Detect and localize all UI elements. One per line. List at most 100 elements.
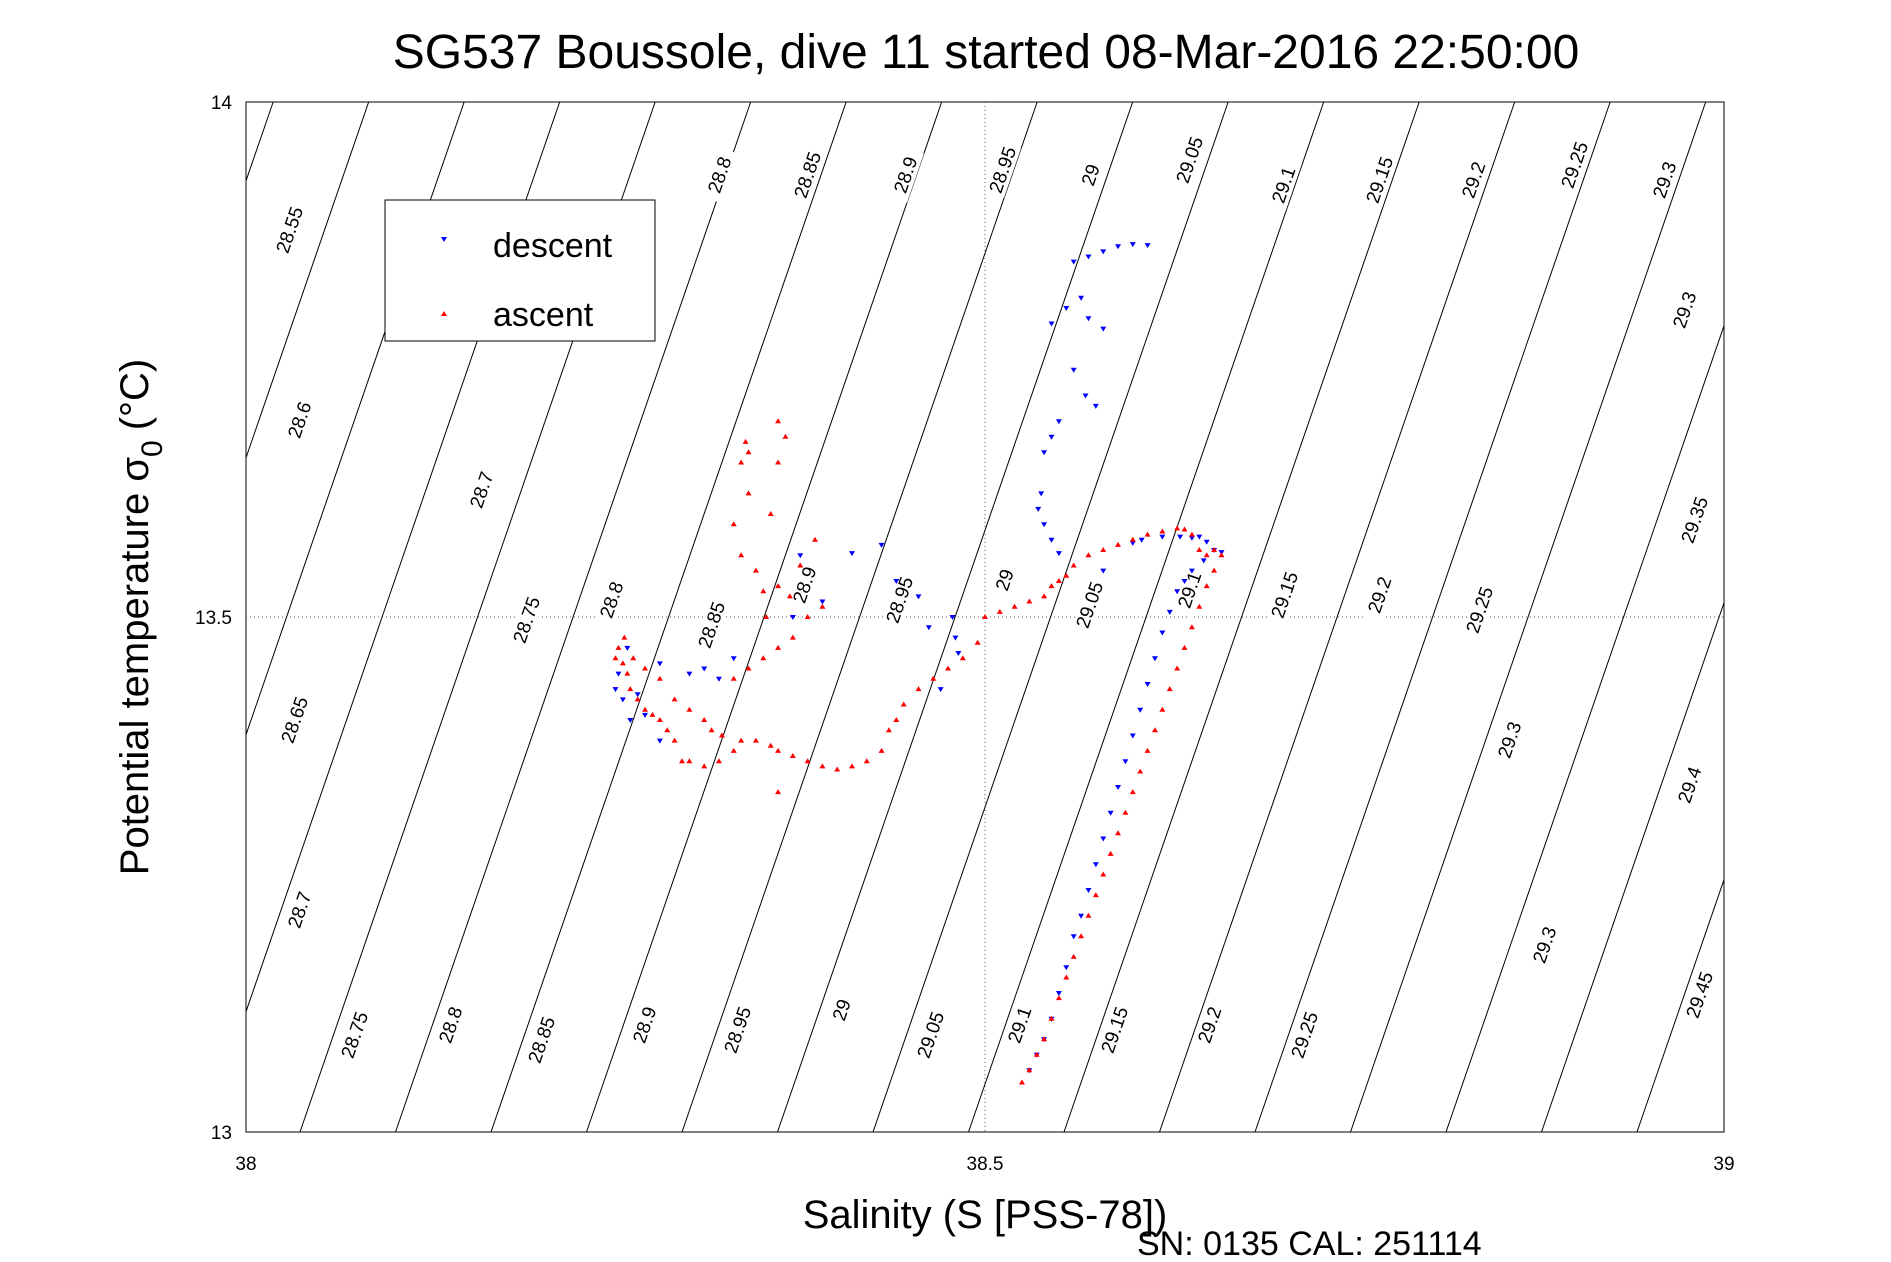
descent-point — [1100, 836, 1107, 842]
legend-descent-label: descent — [493, 227, 613, 265]
descent-point — [1115, 244, 1122, 250]
descent-point — [1078, 295, 1085, 301]
ascent-point — [915, 686, 922, 692]
ascent-point — [1033, 1051, 1040, 1057]
descent-point — [1177, 534, 1184, 540]
ascent-point — [1196, 547, 1203, 553]
descent-point — [1138, 537, 1145, 543]
descent-point — [1041, 522, 1048, 528]
ascent-point — [775, 583, 782, 589]
isopycnal-label-background — [1677, 492, 1713, 548]
descent-point — [1070, 934, 1077, 940]
isopycnal-label-background — [1362, 152, 1398, 208]
descent-point — [642, 712, 649, 718]
descent-point — [1203, 539, 1210, 545]
ascent-point — [804, 614, 811, 619]
isopycnal-label-background — [1557, 137, 1593, 193]
ascent-point — [760, 588, 767, 594]
descent-point — [715, 676, 722, 682]
ascent-point — [738, 552, 745, 558]
descent-point — [615, 671, 622, 677]
ascent-point — [1196, 603, 1203, 609]
ascent-point — [1107, 850, 1114, 856]
ascent-point — [1174, 665, 1181, 671]
ascent-point — [789, 634, 796, 640]
ascent-point — [1018, 1079, 1025, 1085]
isopycnal-label-background — [524, 1012, 560, 1068]
ascent-point — [1092, 892, 1099, 898]
y-axis-ticks: 13 13.5 14 — [195, 93, 232, 1144]
descent-point — [1085, 887, 1092, 893]
ascent-point — [775, 644, 782, 650]
isopycnal-label-background — [509, 592, 545, 648]
ascent-point — [775, 459, 782, 465]
ascent-point — [819, 763, 826, 769]
ascent-point — [752, 567, 759, 573]
isopycnal-line — [968, 101, 1325, 1133]
descent-series — [612, 242, 1225, 1074]
descent-point — [1055, 990, 1062, 996]
isopycnal-label-background — [1682, 967, 1718, 1023]
isopycnal-label-background — [337, 1007, 373, 1063]
x-axis-label: Salinity (S [PSS-78]) — [803, 1193, 1168, 1237]
ascent-point — [885, 727, 892, 733]
isopycnal-label-background — [627, 997, 663, 1053]
legend-ascent-label: ascent — [493, 296, 594, 334]
descent-point — [634, 692, 641, 698]
ascent-point — [745, 449, 752, 455]
ascent-point — [686, 758, 693, 764]
descent-point — [1144, 243, 1151, 249]
isopycnal-line — [872, 101, 1229, 1133]
ascent-point — [1070, 562, 1077, 568]
ascent-point — [742, 438, 749, 444]
serial-calibration-footer: SN: 0135 CAL: 251114 — [1137, 1225, 1482, 1262]
ascent-point — [775, 747, 782, 753]
ascent-point — [1159, 528, 1166, 534]
ascent-point — [701, 717, 708, 722]
isopycnal-label-background — [790, 147, 826, 203]
legend-box — [384, 199, 656, 342]
ascent-point — [612, 655, 619, 661]
ascent-point — [1188, 624, 1195, 630]
ascent-point — [996, 608, 1003, 614]
ascent-point — [679, 758, 686, 764]
descent-point — [789, 615, 796, 620]
legend-ascent-marker — [441, 311, 447, 316]
isopycnal-label-background — [282, 392, 318, 448]
descent-point — [701, 666, 708, 672]
ascent-point — [1159, 706, 1166, 712]
descent-point — [925, 625, 932, 631]
isopycnal-label-background — [1072, 577, 1108, 633]
descent-point — [1181, 578, 1188, 584]
ascent-point — [718, 732, 725, 738]
chart-title: SG537 Boussole, dive 11 started 08-Mar-2… — [393, 26, 1580, 79]
ascent-point — [656, 675, 663, 681]
ascent-point — [878, 747, 885, 753]
ascent-point — [1115, 830, 1122, 836]
ascent-point — [738, 737, 745, 743]
descent-point — [1188, 568, 1195, 574]
descent-point — [949, 615, 956, 620]
ascent-point — [775, 789, 782, 795]
descent-point — [1063, 965, 1070, 971]
ascent-point — [619, 660, 626, 666]
ascent-point — [1100, 547, 1107, 553]
isopycnal-label-background — [985, 142, 1021, 198]
ascent-point — [1129, 536, 1136, 542]
ascent-point — [1048, 1015, 1055, 1021]
isopycnal-label-background — [282, 882, 318, 938]
descent-point — [915, 594, 922, 600]
isopycnal-label-background — [1647, 152, 1683, 208]
descent-point — [1048, 537, 1055, 543]
isopycnal-label-background — [824, 982, 860, 1038]
ascent-point — [730, 747, 737, 753]
descent-point — [1115, 784, 1122, 790]
ascent-point — [812, 536, 819, 542]
isopycnal-line — [245, 101, 274, 181]
isopycnal-line — [1063, 101, 1420, 1133]
ascent-point — [767, 742, 774, 748]
ascent-point — [1218, 552, 1225, 558]
isopycnal-label-background — [1172, 132, 1208, 188]
ascent-point — [786, 593, 793, 599]
descent-point — [1085, 316, 1092, 322]
